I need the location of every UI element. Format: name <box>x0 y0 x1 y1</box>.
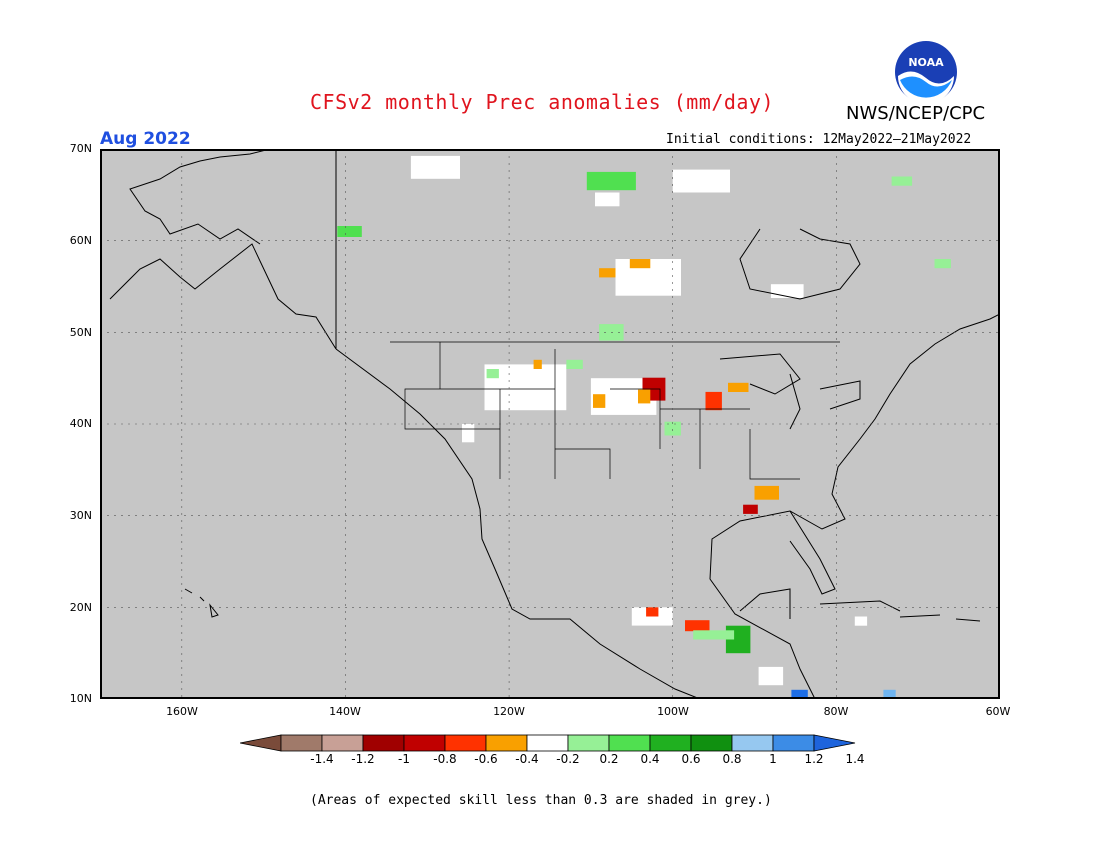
noaa-logo: NOAA <box>894 40 958 104</box>
anomaly-region-17 <box>664 421 681 436</box>
lat-label: 20N <box>69 601 92 614</box>
colorbar-cells <box>240 734 856 752</box>
grid-lines <box>100 149 1000 699</box>
lat-label: 60N <box>69 234 92 247</box>
anomaly-region-13 <box>638 389 651 404</box>
lon-label: 160W <box>166 705 198 718</box>
lon-label: 60W <box>985 705 1011 718</box>
colorbar-cell-6 <box>485 734 528 752</box>
colorbar-cell-11 <box>690 734 733 752</box>
anomaly-region-33 <box>462 424 475 443</box>
anomaly-region-6 <box>629 259 651 269</box>
colorbar-cell-5 <box>444 734 487 752</box>
hawaii <box>184 588 219 618</box>
coastlines <box>109 149 1000 699</box>
colorbar-cell-3 <box>362 734 405 752</box>
anomaly-region-4 <box>337 226 362 237</box>
colorbar-label: 1.4 <box>845 752 865 766</box>
colorbar-label: -0.2 <box>556 752 580 766</box>
anomaly-region-7 <box>599 268 616 278</box>
initial-conditions: Initial conditions: 12May2022–21May2022 <box>666 132 972 147</box>
colorbar-cell-0 <box>240 734 282 752</box>
colorbar-cell-10 <box>649 734 692 752</box>
map-frame <box>100 149 1000 699</box>
lat-label: 50N <box>69 326 92 339</box>
anomaly-region-31 <box>566 359 583 369</box>
anomaly-region-21 <box>646 607 659 617</box>
colorbar-label: -1 <box>398 752 410 766</box>
alaska-coast <box>109 149 337 350</box>
lon-label: 140W <box>329 705 361 718</box>
anomaly-region-32 <box>533 359 542 369</box>
lon-label: 100W <box>657 705 689 718</box>
anomaly-region-24 <box>693 630 735 640</box>
florida <box>789 510 836 595</box>
anomaly-region-16 <box>728 382 749 392</box>
anomaly-region-22 <box>685 620 710 632</box>
colorbar-cell-14 <box>813 734 856 752</box>
anomaly-region-0 <box>410 155 460 179</box>
organization-label: NWS/NCEP/CPC <box>846 103 986 124</box>
anomaly-region-25 <box>758 666 784 686</box>
forecast-month: Aug 2022 <box>100 129 191 149</box>
colorbar-cell-2 <box>321 734 364 752</box>
colorbar-cell-9 <box>608 734 651 752</box>
colorbar-cell-1 <box>280 734 323 752</box>
colorbar-label: 0.6 <box>681 752 701 766</box>
anomaly-region-34 <box>854 616 868 626</box>
colorbar-cell-13 <box>772 734 815 752</box>
anomaly-region-27 <box>883 689 896 698</box>
lat-label: 70N <box>69 142 92 155</box>
colorbar-label: -1.4 <box>310 752 334 766</box>
lat-label: 40N <box>69 417 92 430</box>
west-coast <box>335 348 701 699</box>
colorbar-label: -1.2 <box>351 752 375 766</box>
colorbar-cell-4 <box>403 734 446 752</box>
anomaly-region-15 <box>705 391 722 411</box>
lat-label: 30N <box>69 509 92 522</box>
colorbar-label: 1.2 <box>804 752 824 766</box>
chart-title: CFSv2 monthly Prec anomalies (mm/day) <box>310 90 775 114</box>
colorbar-label: 0.8 <box>722 752 742 766</box>
anomaly-region-14 <box>593 394 606 408</box>
footnote: (Areas of expected skill less than 0.3 a… <box>310 793 772 808</box>
state-borders <box>390 341 840 480</box>
anomaly-region-26 <box>791 689 808 699</box>
anomaly-region-30 <box>486 369 499 379</box>
anomaly-region-2 <box>595 192 620 207</box>
lat-label: 10N <box>69 692 92 705</box>
colorbar-label: -0.4 <box>515 752 539 766</box>
colorbar-cell-7 <box>526 734 569 752</box>
lon-label: 80W <box>823 705 849 718</box>
colorbar-label: 0.4 <box>640 752 660 766</box>
anomaly-region-18 <box>754 485 779 500</box>
anomaly-region-29 <box>934 259 951 269</box>
colorbar-label: 1 <box>769 752 777 766</box>
yucatan <box>739 588 791 619</box>
colorbar-label: -0.6 <box>474 752 498 766</box>
gulf-east-coast <box>709 313 1000 699</box>
anomaly-region-3 <box>672 169 730 193</box>
colorbar-label: 0.2 <box>599 752 619 766</box>
great-lakes <box>719 353 861 430</box>
anomaly-region-28 <box>891 176 913 186</box>
anomaly-region-19 <box>743 504 758 514</box>
lon-label: 120W <box>493 705 525 718</box>
colorbar-cell-12 <box>731 734 774 752</box>
anomaly-regions <box>337 155 951 699</box>
logo-text: NOAA <box>908 56 944 69</box>
caribbean-islands <box>819 600 981 622</box>
colorbar-cell-8 <box>567 734 610 752</box>
anomaly-region-8 <box>770 284 804 298</box>
anomaly-region-1 <box>586 171 636 191</box>
anomaly-map <box>100 149 1000 699</box>
colorbar <box>240 734 856 752</box>
colorbar-label: -0.8 <box>433 752 457 766</box>
